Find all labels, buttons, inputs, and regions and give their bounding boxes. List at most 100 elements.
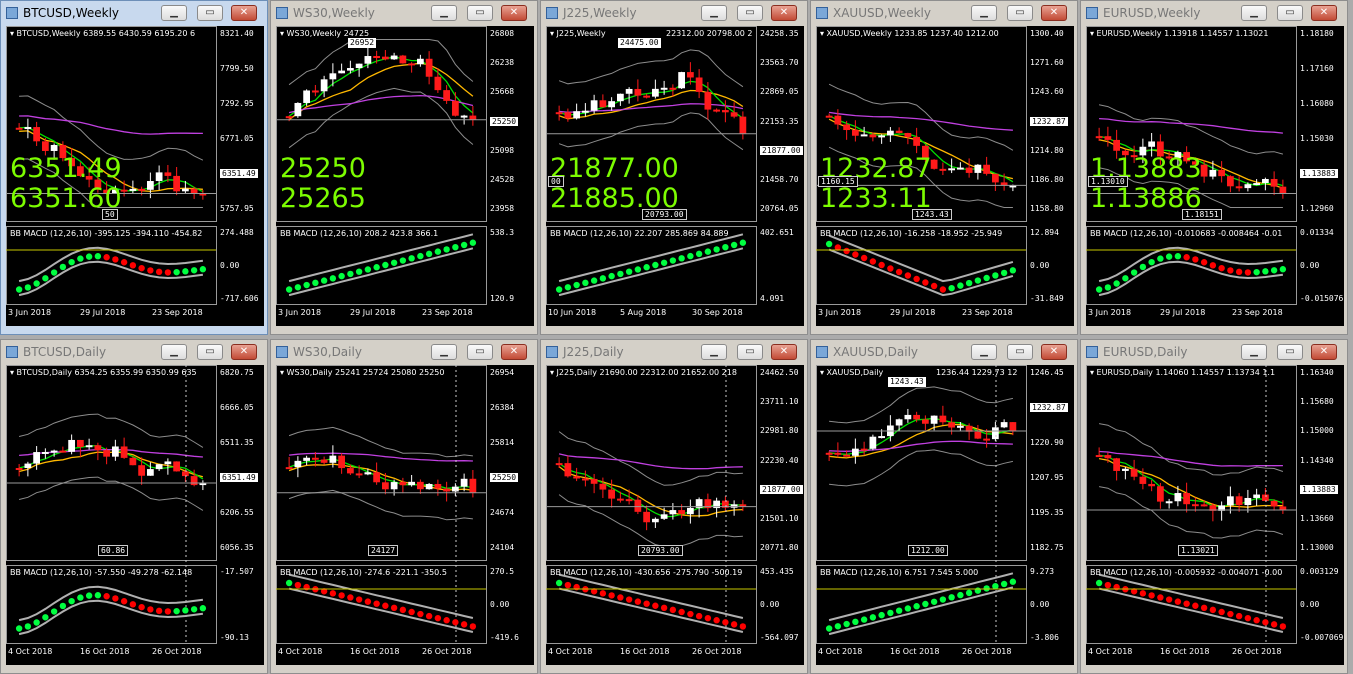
close-button[interactable]: ✕ <box>501 344 527 360</box>
price-annotation: 60.86 <box>98 545 129 556</box>
macd-dot <box>992 272 999 279</box>
price-chart[interactable]: ▾ WS30,Weekly 24725 26952 25250 25265 26808 2… <box>276 26 534 326</box>
chart-window[interactable]: WS30,Weekly ▁ ▭ ✕ ▾ WS30,Weekly 24725 26952 25… <box>270 0 538 335</box>
candle <box>617 491 624 503</box>
chart-window[interactable]: BTCUSD,Weekly ▁ ▭ ✕ ▾ BTCUSD,Weekly 6389.55 … <box>0 0 268 335</box>
price-chart[interactable]: ▾ BTCUSD,Weekly 6389.55 6430.59 6195.20 … <box>6 26 264 326</box>
maximize-button[interactable]: ▭ <box>1277 5 1303 21</box>
window-title: EURUSD,Weekly <box>1103 6 1201 20</box>
close-button[interactable]: ✕ <box>1041 5 1067 21</box>
window-titlebar[interactable]: XAUUSD,Weekly ▁ ▭ ✕ <box>811 1 1077 25</box>
maximize-button[interactable]: ▭ <box>1277 344 1303 360</box>
close-button[interactable]: ✕ <box>231 5 257 21</box>
macd-dot <box>312 279 319 287</box>
candle <box>1157 482 1164 509</box>
window-titlebar[interactable]: BTCUSD,Daily ▁ ▭ ✕ <box>1 340 267 364</box>
close-button[interactable]: ✕ <box>1041 344 1067 360</box>
chart-window[interactable]: J225,Weekly ▁ ▭ ✕ ▾ J225,Weekly 24475.00 22312… <box>540 0 808 335</box>
macd-dot <box>922 600 929 608</box>
candle <box>15 123 23 130</box>
chart-window[interactable]: XAUUSD,Daily ▁ ▭ ✕ ▾ XAUUSD,Daily 1243.43 1236… <box>810 339 1078 674</box>
maximize-button[interactable]: ▭ <box>197 344 223 360</box>
window-titlebar[interactable]: EURUSD,Weekly ▁ ▭ ✕ <box>1081 1 1347 25</box>
price-chart[interactable]: ▾ BTCUSD,Daily 6354.25 6355.99 6350.99 6… <box>6 365 264 665</box>
symbol-header: ▾ EURUSD,Daily 1.14060 1.14557 1.13734 1… <box>1090 368 1276 377</box>
window-title: XAUUSD,Weekly <box>833 6 931 20</box>
price-chart[interactable]: ▾ XAUUSD,Daily 1243.43 1236.44 1229.73 12 1… <box>816 365 1074 665</box>
macd-dot <box>460 621 468 628</box>
chart-window[interactable]: BTCUSD,Daily ▁ ▭ ✕ ▾ BTCUSD,Daily 6354.25 63… <box>0 339 268 674</box>
macd-dot <box>425 612 433 620</box>
price-chart[interactable]: ▾ J225,Weekly 24475.00 22312.00 20798.00 2… <box>546 26 804 326</box>
candle <box>68 148 75 174</box>
close-button[interactable]: ✕ <box>231 344 257 360</box>
macd-dot <box>695 612 703 620</box>
macd-dot <box>660 604 668 612</box>
window-titlebar[interactable]: EURUSD,Daily ▁ ▭ ✕ <box>1081 340 1347 364</box>
maximize-button[interactable]: ▭ <box>1007 5 1033 21</box>
macd-dot <box>320 277 328 284</box>
price-chart[interactable]: ▾ XAUUSD,Weekly 1233.85 1237.40 1212.00 1… <box>816 26 1074 326</box>
window-titlebar[interactable]: WS30,Weekly ▁ ▭ ✕ <box>271 1 537 25</box>
chart-window[interactable]: EURUSD,Daily ▁ ▭ ✕ ▾ EURUSD,Daily 1.14060 1.… <box>1080 339 1348 674</box>
maximize-button[interactable]: ▭ <box>737 344 763 360</box>
minimize-button[interactable]: ▁ <box>161 344 187 360</box>
minimize-button[interactable]: ▁ <box>1241 5 1267 21</box>
macd-dot <box>42 614 49 621</box>
macd-dot <box>285 579 293 587</box>
macd-panel-frame <box>1086 565 1297 644</box>
minimize-button[interactable]: ▁ <box>431 5 457 21</box>
macd-dot <box>843 620 850 628</box>
window-titlebar[interactable]: XAUUSD,Daily ▁ ▭ ✕ <box>811 340 1077 364</box>
macd-dot <box>1235 268 1243 276</box>
candle <box>922 144 929 163</box>
window-titlebar[interactable]: J225,Daily ▁ ▭ ✕ <box>541 340 807 364</box>
chart-canvas <box>816 365 1027 644</box>
price-chart[interactable]: ▾ EURUSD,Daily 1.14060 1.14557 1.13734 1… <box>1086 365 1344 665</box>
window-titlebar[interactable]: BTCUSD,Weekly ▁ ▭ ✕ <box>1 1 267 25</box>
minimize-button[interactable]: ▁ <box>701 344 727 360</box>
price-axis-tick: 26238 <box>490 58 515 68</box>
candle <box>922 415 929 431</box>
close-button[interactable]: ✕ <box>771 344 797 360</box>
candle <box>1253 488 1260 506</box>
minimize-button[interactable]: ▁ <box>1241 344 1267 360</box>
chart-window[interactable]: EURUSD,Weekly ▁ ▭ ✕ ▾ EURUSD,Weekly 1.13918 … <box>1080 0 1348 335</box>
macd-dot <box>948 284 955 292</box>
swing-high-label: 24475.00 <box>618 38 661 48</box>
candle <box>1262 177 1269 191</box>
minimize-button[interactable]: ▁ <box>701 5 727 21</box>
minimize-button[interactable]: ▁ <box>161 5 187 21</box>
maximize-button[interactable]: ▭ <box>1007 344 1033 360</box>
date-axis-tick: 4 Oct 2018 <box>8 647 53 656</box>
price-chart[interactable]: ▾ J225,Daily 21690.00 22312.00 21652.00 … <box>546 365 804 665</box>
close-button[interactable]: ✕ <box>1311 5 1337 21</box>
macd-dot <box>1165 596 1173 603</box>
macd-dot <box>1183 600 1190 607</box>
minimize-button[interactable]: ▁ <box>971 5 997 21</box>
maximize-button[interactable]: ▭ <box>467 344 493 360</box>
candle <box>94 442 102 461</box>
close-button[interactable]: ✕ <box>501 5 527 21</box>
minimize-button[interactable]: ▁ <box>971 344 997 360</box>
price-chart[interactable]: ▾ EURUSD,Weekly 1.13918 1.14557 1.13021 1… <box>1086 26 1344 326</box>
window-titlebar[interactable]: J225,Weekly ▁ ▭ ✕ <box>541 1 807 25</box>
close-button[interactable]: ✕ <box>771 5 797 21</box>
window-titlebar[interactable]: WS30,Daily ▁ ▭ ✕ <box>271 340 537 364</box>
maximize-button[interactable]: ▭ <box>197 5 223 21</box>
price-chart[interactable]: ▾ WS30,Daily 25241 25724 25080 25250 2412… <box>276 365 534 665</box>
macd-panel-frame <box>546 565 757 644</box>
maximize-button[interactable]: ▭ <box>737 5 763 21</box>
bollinger-upper-line <box>18 413 204 448</box>
maximize-button[interactable]: ▭ <box>467 5 493 21</box>
macd-header: BB MACD (12,26,10) -16.258 -18.952 -25.9… <box>820 229 1003 238</box>
minimize-button[interactable]: ▁ <box>431 344 457 360</box>
candle <box>182 469 189 483</box>
chart-window[interactable]: J225,Daily ▁ ▭ ✕ ▾ J225,Daily 21690.00 22312… <box>540 339 808 674</box>
date-axis-tick: 29 Jul 2018 <box>350 308 396 317</box>
chart-window[interactable]: WS30,Daily ▁ ▭ ✕ ▾ WS30,Daily 25241 25724 25… <box>270 339 538 674</box>
bollinger-lower-line <box>829 449 1014 487</box>
candle <box>983 156 990 176</box>
chart-window[interactable]: XAUUSD,Weekly ▁ ▭ ✕ ▾ XAUUSD,Weekly 1233.85 … <box>810 0 1078 335</box>
close-button[interactable]: ✕ <box>1311 344 1337 360</box>
